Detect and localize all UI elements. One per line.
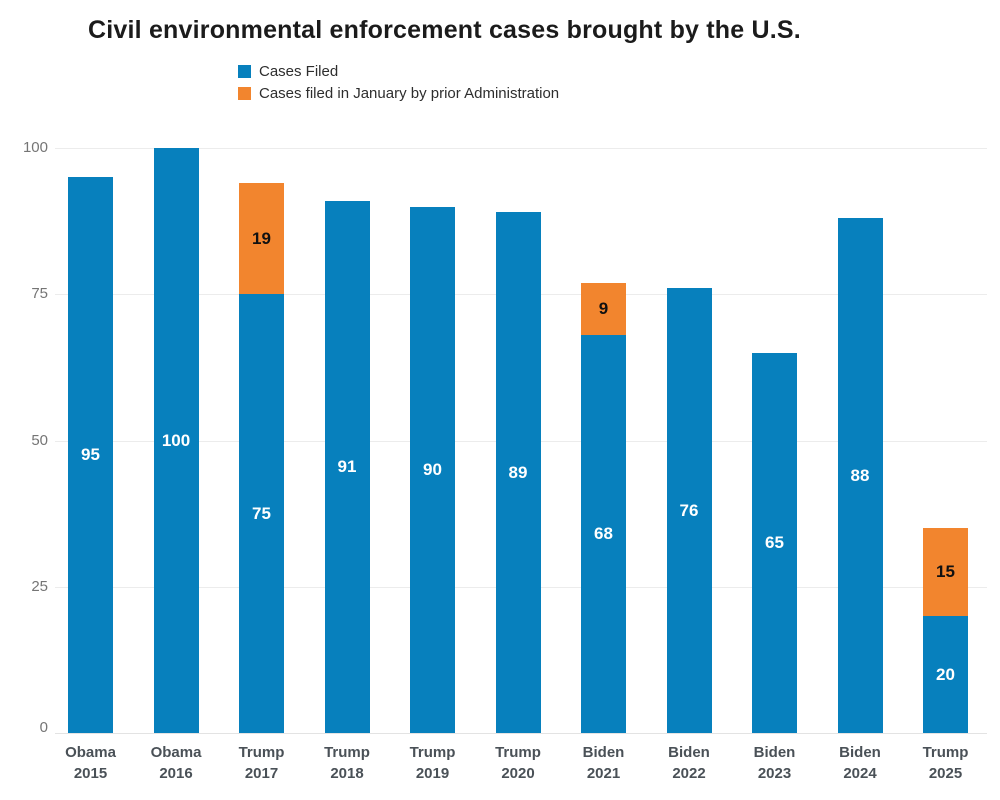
bar-value-label: 15 — [936, 562, 955, 582]
chart-title: Civil environmental enforcement cases br… — [88, 16, 801, 44]
legend-swatch-blue-icon — [238, 64, 251, 78]
y-axis-tick-label: 75 — [31, 285, 48, 303]
x-axis-label: Trump 2018 — [324, 744, 370, 782]
x-axis-label: Trump 2017 — [238, 744, 285, 782]
bar-value-label: 76 — [679, 500, 699, 520]
legend: Cases Filed Cases filed in January by pr… — [238, 60, 559, 104]
gridline-100 — [55, 148, 987, 149]
gridline-0 — [55, 733, 987, 734]
x-axis-label: Trump 2025 — [922, 744, 969, 782]
legend-item-cases-filed: Cases Filed — [238, 60, 559, 82]
bar-value-label: 100 — [161, 430, 191, 450]
bar-cases-filed: 20 — [923, 616, 968, 733]
bar-value-label: 20 — [936, 664, 955, 684]
bar-value-label: 91 — [337, 456, 357, 476]
bar-value-label: 65 — [765, 532, 784, 552]
legend-label: Cases filed in January by prior Administ… — [259, 84, 560, 102]
x-axis-label: Biden 2022 — [668, 744, 710, 782]
bar-value-label: 90 — [423, 459, 442, 479]
x-axis-label: Obama 2015 — [65, 744, 116, 782]
x-axis-label: Biden 2023 — [753, 744, 796, 782]
x-axis-label: Trump 2020 — [495, 744, 541, 782]
bar-cases-filed: 75 — [239, 294, 284, 733]
bar-cases-filed: 95 — [68, 177, 113, 733]
x-axis-label: Biden 2024 — [839, 744, 881, 782]
y-axis-tick-label: 25 — [31, 577, 48, 595]
bar-value-label: 19 — [252, 228, 271, 248]
bar-cases-filed: 91 — [324, 200, 370, 733]
y-axis-tick-label: 0 — [39, 719, 48, 736]
bar-cases-filed: 88 — [837, 218, 883, 733]
bar-value-label: 68 — [594, 524, 613, 544]
legend-label: Cases Filed — [259, 62, 339, 80]
bar-prior-admin-january: 15 — [923, 528, 968, 616]
x-axis-label: Biden 2021 — [582, 744, 625, 782]
bar-value-label: 89 — [508, 462, 528, 482]
bar-prior-admin-january: 9 — [581, 282, 626, 336]
bar-value-label: 75 — [252, 503, 271, 523]
bar-value-label: 9 — [598, 298, 609, 318]
bar-cases-filed: 65 — [752, 352, 797, 733]
legend-item-prior-admin: Cases filed in January by prior Administ… — [238, 82, 559, 104]
bar-value-label: 95 — [81, 445, 100, 465]
legend-swatch-orange-icon — [238, 86, 251, 100]
bar-value-label: 88 — [850, 465, 870, 485]
bar-cases-filed: 90 — [410, 206, 455, 733]
y-axis-tick-label: 50 — [31, 431, 48, 449]
x-axis-label: Trump 2019 — [409, 744, 456, 782]
y-axis-tick-label: 100 — [22, 139, 48, 156]
bar-cases-filed: 68 — [581, 335, 626, 733]
bar-cases-filed: 89 — [495, 212, 541, 733]
bar-cases-filed: 76 — [666, 288, 712, 733]
x-axis-label: Obama 2016 — [150, 744, 202, 782]
bar-cases-filed: 100 — [153, 148, 199, 733]
bar-prior-admin-january: 19 — [239, 183, 284, 295]
